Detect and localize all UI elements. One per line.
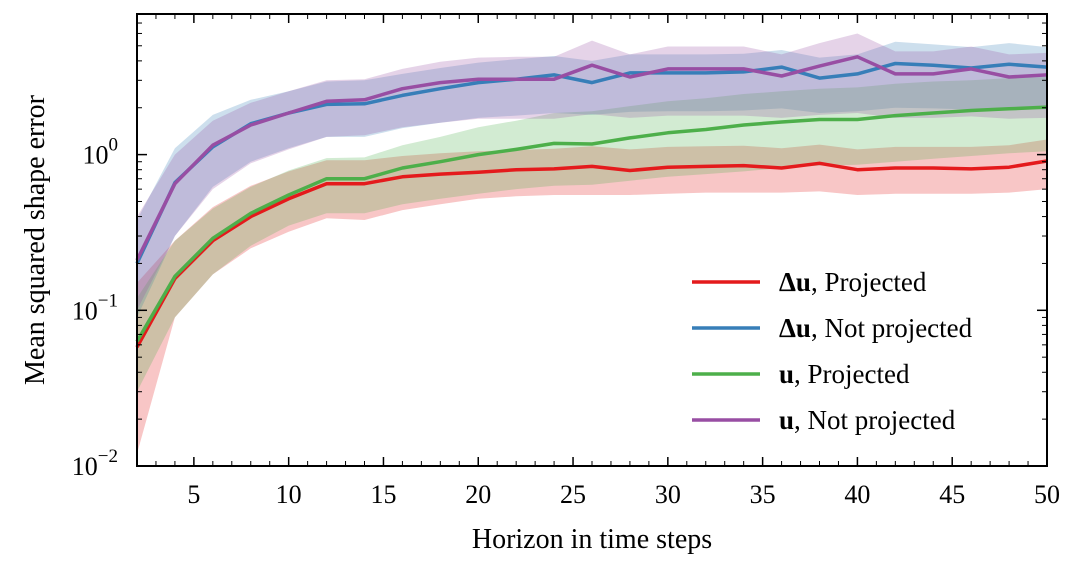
x-tick-label: 40	[844, 480, 870, 509]
legend-label-4: u, Not projected	[779, 405, 956, 435]
x-tick-label: 25	[560, 480, 586, 509]
y-axis-label: Mean squared shape error	[20, 94, 51, 385]
y-tick-label: 10−2	[72, 446, 118, 481]
x-tick-label: 30	[655, 480, 681, 509]
band-series-2	[137, 41, 1047, 318]
plot-frame	[136, 13, 1048, 467]
legend-label-1: Δu, Projected	[779, 267, 927, 297]
band-series-1	[137, 139, 1047, 454]
x-tick-label: 35	[750, 480, 776, 509]
band-series-3	[137, 77, 1047, 392]
line-series-4	[135, 55, 1048, 261]
y-tick-label: 10−1	[72, 290, 118, 325]
legend-label-2: Δu, Not projected	[779, 313, 973, 343]
x-tick-label: 5	[187, 480, 200, 509]
line-series-3	[135, 105, 1048, 343]
y-tick-label: 100	[83, 135, 119, 170]
x-tick-label: 50	[1034, 480, 1060, 509]
x-tick-label: 45	[939, 480, 965, 509]
line-series-1	[135, 159, 1048, 348]
x-axis-label: Horizon in time steps	[472, 524, 712, 555]
legend-label-3: u, Projected	[779, 359, 910, 389]
x-tick-label: 15	[370, 480, 396, 509]
series-lines	[135, 55, 1048, 348]
legend: Δu, Projected Δu, Not projected u, Project…	[692, 267, 973, 435]
tick-labels: 5 10 15 20 25 30 35 40 45 50 10−2 10−1 100	[72, 135, 1060, 509]
x-tick-label: 20	[465, 480, 491, 509]
x-tick-label: 10	[276, 480, 302, 509]
